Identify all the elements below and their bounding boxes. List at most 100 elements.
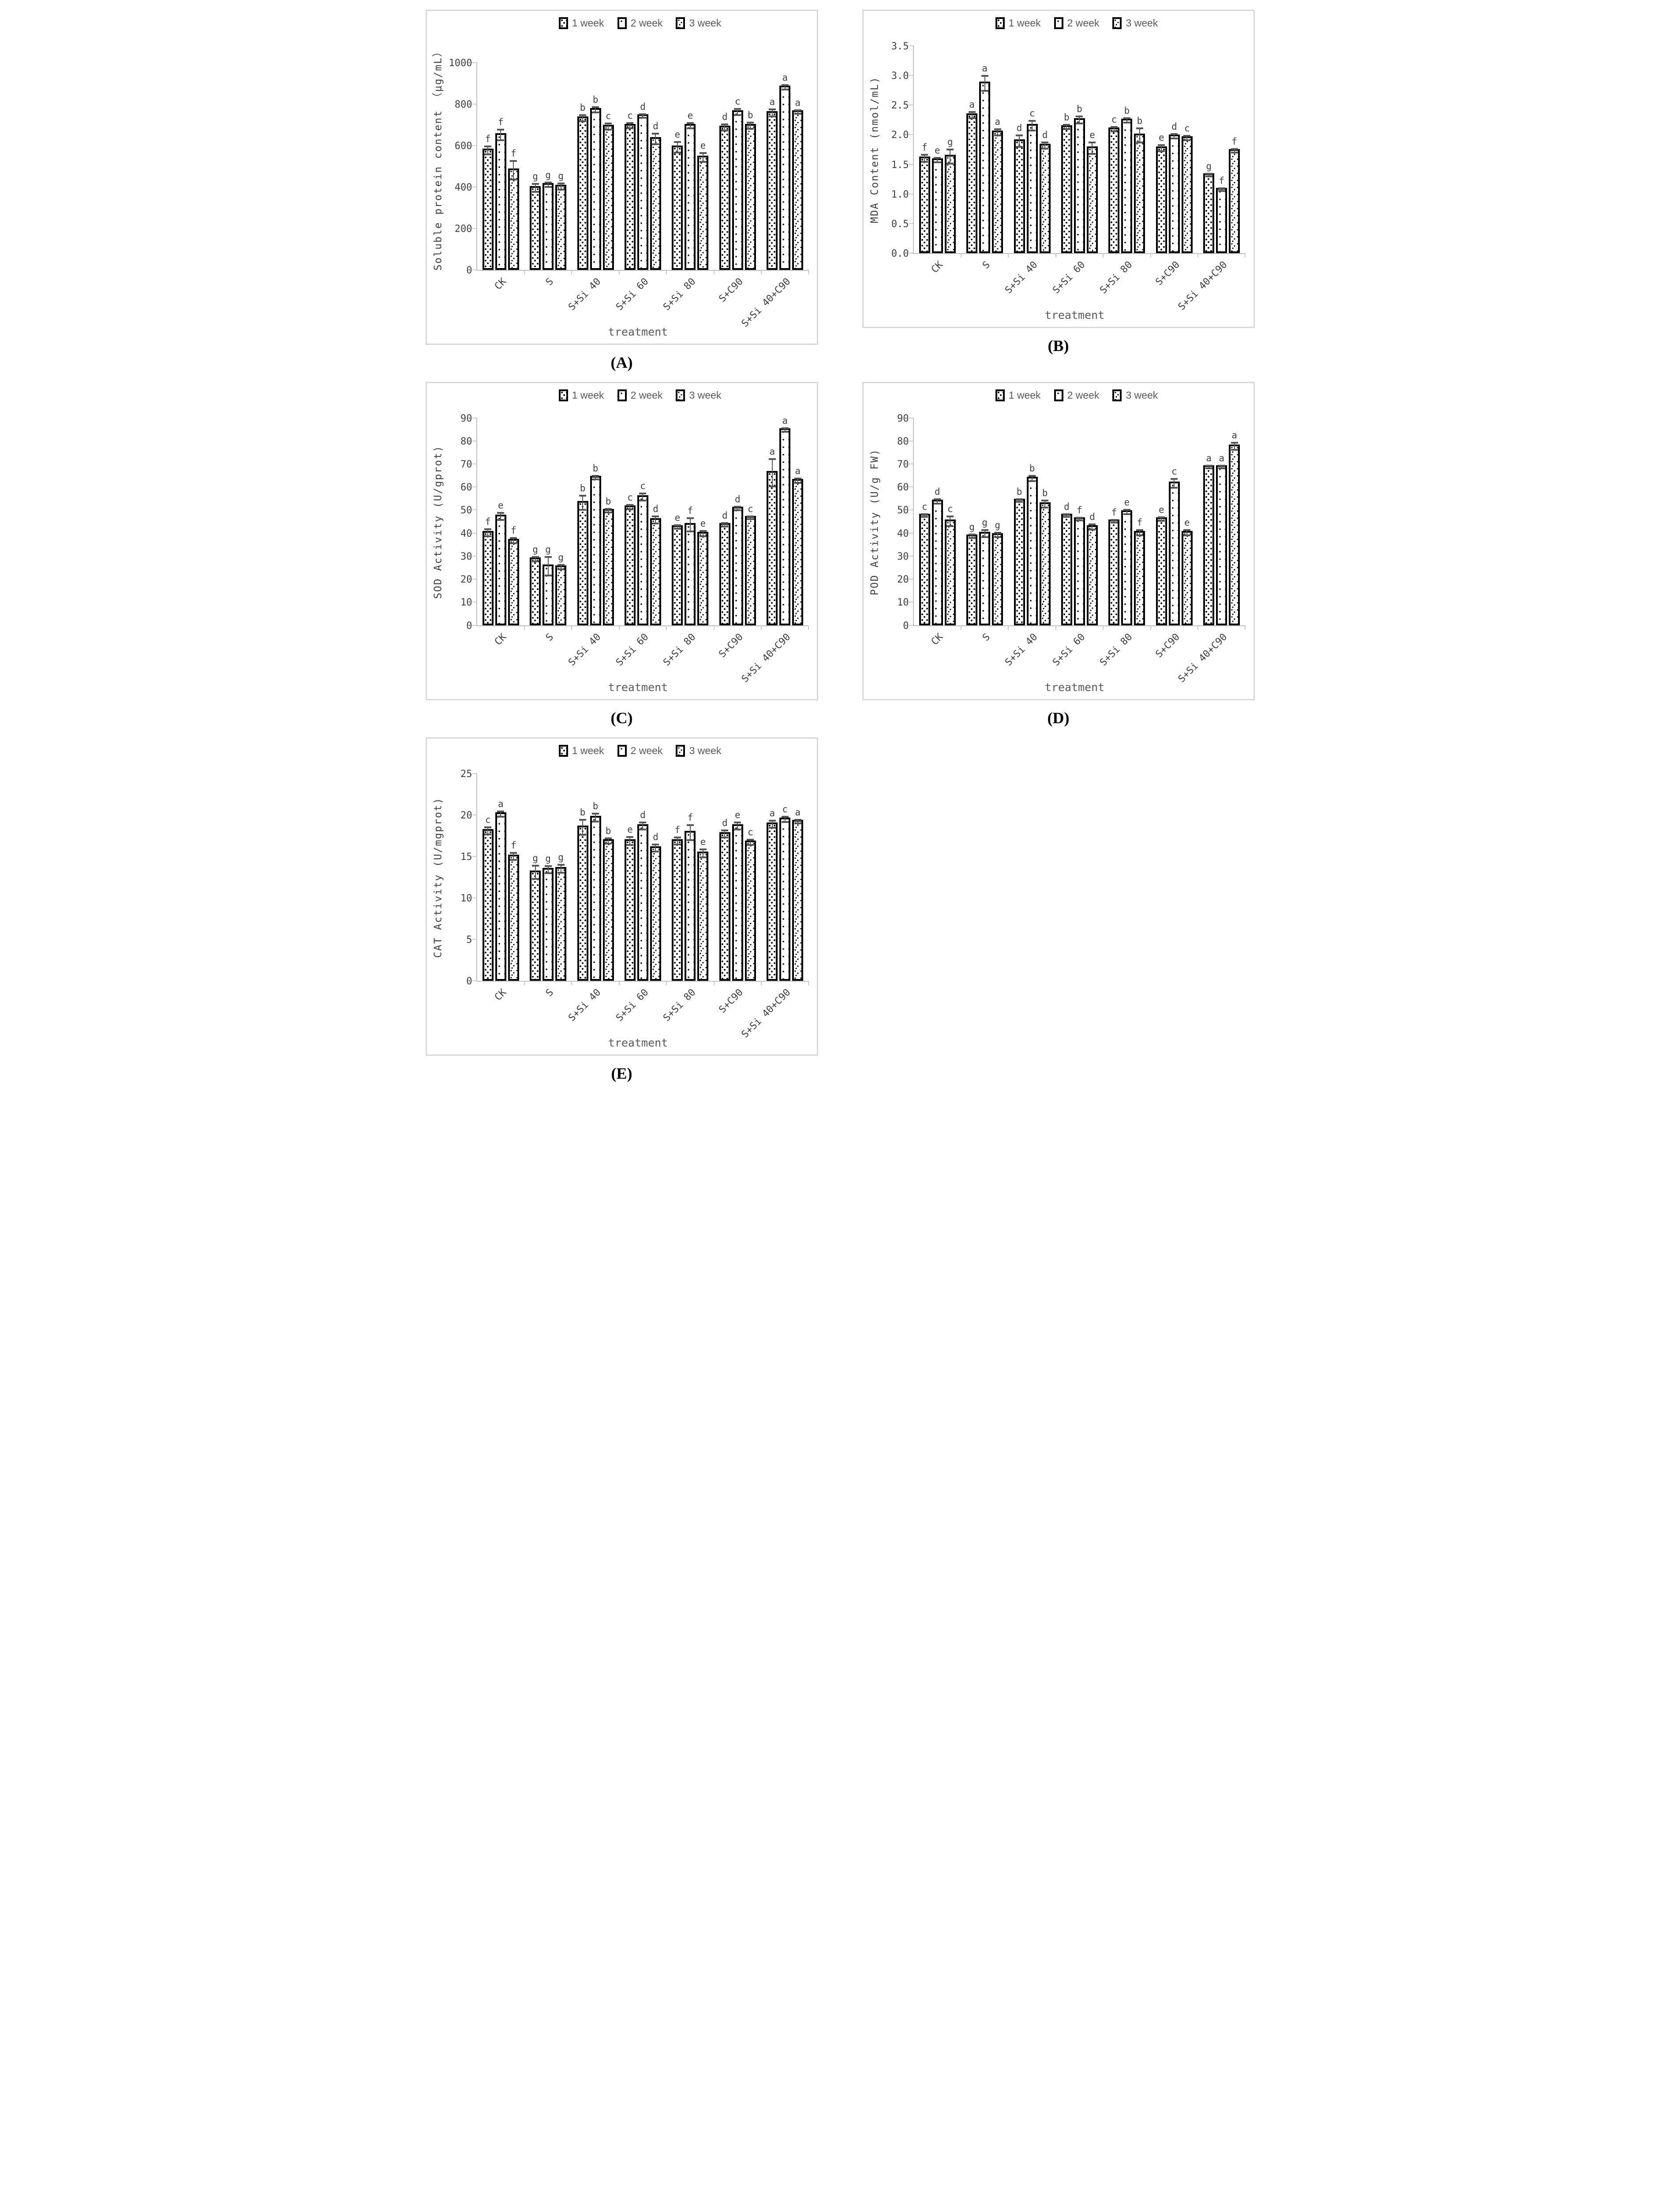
error-bar (1092, 524, 1093, 530)
error-bar (1079, 517, 1080, 520)
x-tick-mark (1055, 625, 1056, 630)
error-bar-cap (699, 161, 707, 163)
bar-group: b b c S+Si 40 (567, 63, 620, 313)
bar: f (672, 825, 683, 981)
sig-letter: a (982, 63, 988, 74)
bar-group: c a f CK (477, 774, 525, 1003)
chart-legend: 1 week 2 week 3 week (471, 744, 809, 757)
bar-group: e e e S+Si 80 (661, 63, 715, 313)
bar: b (1074, 105, 1085, 253)
error-bar-cap (484, 153, 492, 155)
bar: b (1121, 106, 1133, 253)
sig-letter: d (1042, 130, 1048, 140)
error-bar (724, 830, 726, 837)
bar: a (767, 97, 778, 270)
error-bar (547, 182, 549, 187)
error-bar-cap (1136, 534, 1143, 536)
error-bar (500, 129, 501, 140)
error-bar-cap (1205, 176, 1212, 177)
sig-letter: e (734, 809, 741, 820)
bar: b (590, 95, 601, 270)
bar: b (745, 110, 756, 270)
bar: c (602, 111, 614, 270)
error-bar-cap (1016, 498, 1023, 500)
error-bar (1019, 135, 1020, 147)
error-bar-cap (699, 535, 707, 537)
bar: e (1181, 518, 1193, 625)
error-bar-cap (747, 515, 754, 517)
sig-letter: e (674, 129, 681, 140)
error-bar (595, 107, 596, 112)
error-bar-cap (794, 822, 801, 824)
y-tick-label: 60 (460, 482, 472, 493)
chart-panel-C: 1 week 2 week 3 week SOD Activity (U/gprot)… (425, 381, 818, 700)
legend-item: 1 week (558, 17, 604, 29)
error-bar (500, 512, 501, 520)
legend-marker-icon (558, 744, 568, 757)
bar: d (1086, 512, 1098, 625)
error-bar-cap (1123, 117, 1130, 119)
bar: d (637, 102, 648, 270)
error-bar (1186, 136, 1188, 140)
error-bar-cap (1171, 478, 1178, 480)
bar-group: f e g CK (914, 46, 962, 275)
x-tick-mark (1197, 254, 1199, 258)
error-bar-cap (544, 872, 552, 874)
bar: d (650, 832, 661, 981)
sig-letter: a (1231, 430, 1238, 441)
sig-letter: f (1137, 517, 1143, 528)
error-bar-cap (1110, 131, 1118, 132)
error-bar-cap (947, 163, 954, 164)
bar: e (732, 810, 743, 981)
error-bar (1234, 442, 1235, 450)
sig-letter: e (1089, 130, 1095, 140)
y-tick-label: 60 (897, 482, 909, 493)
bar: c (1181, 124, 1193, 253)
bar: d (650, 121, 661, 270)
error-bar-cap (934, 498, 941, 500)
error-bar (1113, 519, 1115, 523)
x-tick-mark (571, 270, 572, 274)
error-bar-cap (781, 821, 789, 823)
chart-legend: 1 week 2 week 3 week (471, 389, 809, 401)
chart-legend: 1 week 2 week 3 week (908, 17, 1246, 29)
error-bar-cap (921, 154, 928, 156)
sig-letter: c (921, 501, 928, 512)
legend-label: 3 week (689, 17, 722, 29)
legend-item: 1 week (558, 389, 604, 401)
x-tick-mark (1008, 254, 1009, 258)
cell-d: 1 week 2 week 3 week POD Activity (U/g FW) 0… (862, 381, 1255, 729)
bar: a (779, 73, 791, 270)
legend-marker-icon (1054, 389, 1063, 401)
bar-group: f f f CK (477, 63, 525, 292)
error-bar-cap (510, 852, 517, 854)
y-tick-mark (472, 103, 477, 105)
cell-empty (862, 737, 1255, 1084)
bar: f (919, 143, 930, 253)
error-bar-cap (1076, 519, 1083, 521)
error-bar-cap (1076, 116, 1083, 117)
error-bar-cap (652, 522, 659, 524)
sig-letter: b (592, 800, 599, 811)
error-bar (1221, 465, 1222, 468)
sig-letter: d (653, 831, 659, 842)
error-bar-cap (531, 560, 539, 562)
bar: e (624, 825, 636, 981)
x-tick-mark (713, 625, 715, 630)
error-bar-cap (699, 848, 707, 850)
error-bar-cap (673, 836, 681, 838)
sig-letter: b (580, 482, 586, 493)
error-bar-cap (544, 865, 552, 867)
sig-letter: a (1206, 452, 1212, 463)
error-bar (595, 475, 596, 479)
error-bar-cap (968, 117, 976, 119)
error-bar-cap (1029, 480, 1036, 482)
y-tick-mark (472, 486, 477, 488)
sig-letter: c (627, 110, 633, 121)
bar: b (602, 826, 614, 981)
y-axis: 0 5 10 15 20 25 (447, 769, 476, 986)
y-tick-mark (909, 223, 914, 224)
x-tick-mark (524, 270, 525, 274)
